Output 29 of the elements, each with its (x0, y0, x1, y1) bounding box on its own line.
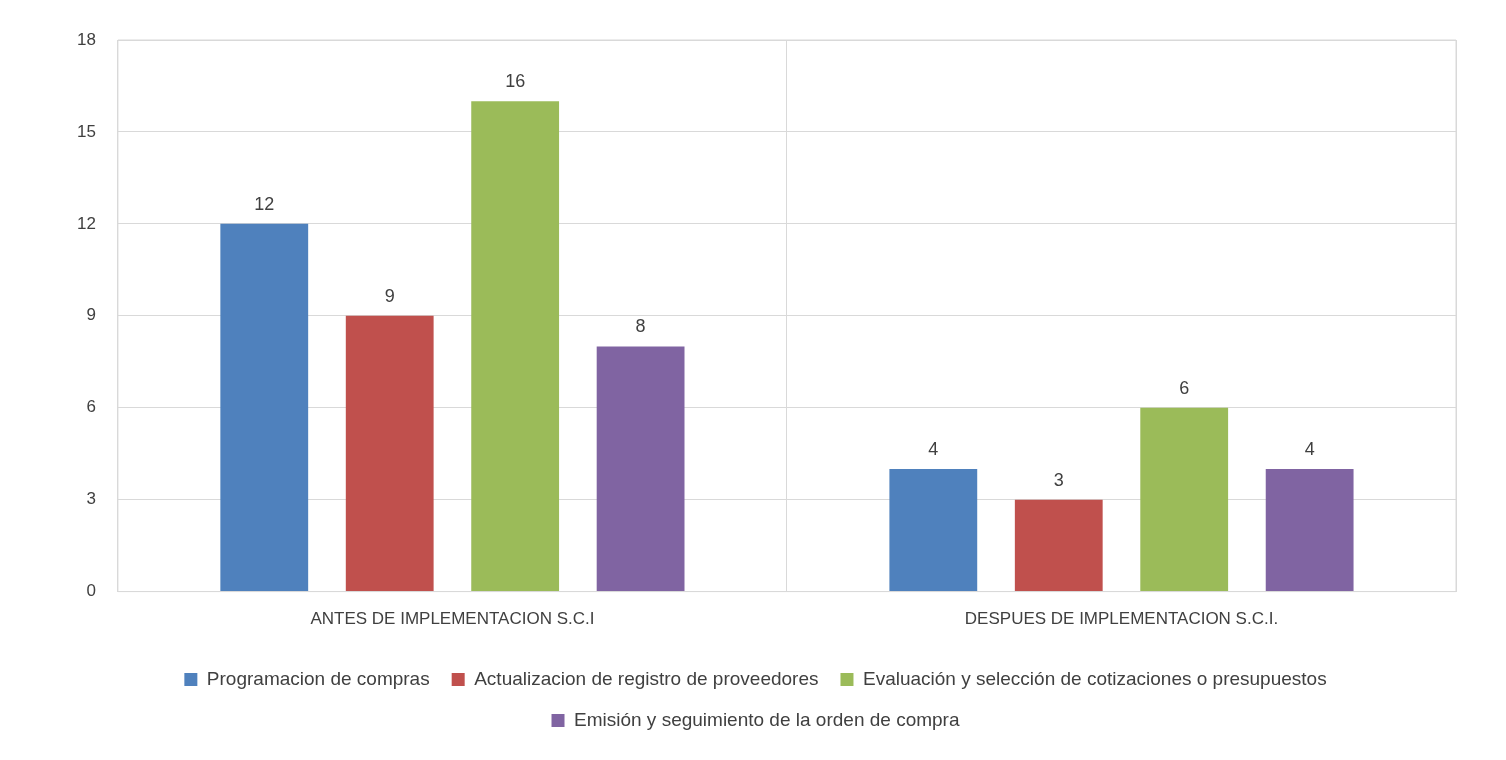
legend-label: Programacion de compras (206, 667, 430, 689)
bar (220, 223, 309, 592)
bar (345, 315, 434, 592)
x-tick-label: ANTES DE IMPLEMENTACION S.C.I (310, 609, 595, 629)
y-tick-label: 6 (86, 397, 96, 417)
data-label: 6 (1179, 377, 1190, 398)
bar (471, 101, 560, 592)
bar (1265, 469, 1354, 592)
y-tick-label: 9 (86, 305, 96, 325)
data-label: 12 (254, 193, 275, 214)
data-label: 4 (1304, 438, 1315, 459)
data-label: 3 (1053, 469, 1064, 490)
y-tick-label: 18 (76, 29, 96, 49)
data-label: 9 (384, 285, 395, 306)
data-label: 8 (635, 316, 646, 337)
legend-label: Actualizacion de registro de proveedores (474, 667, 819, 689)
bar (1014, 499, 1103, 592)
bar (889, 469, 978, 592)
legend-label: Evaluación y selección de cotizaciones o presupuestos (862, 667, 1327, 689)
bar (1140, 407, 1229, 592)
y-tick-label: 12 (76, 213, 96, 233)
legend-label: Emisión y seguimiento de la orden de compra (574, 708, 960, 730)
bar (596, 346, 685, 592)
y-tick-label: 0 (86, 581, 96, 601)
data-label: 4 (928, 438, 939, 459)
y-tick-label: 3 (86, 489, 96, 509)
data-label: 16 (505, 71, 526, 92)
x-tick-label: DESPUES DE IMPLEMENTACION S.C.I. (964, 609, 1279, 629)
y-tick-label: 15 (76, 121, 96, 141)
